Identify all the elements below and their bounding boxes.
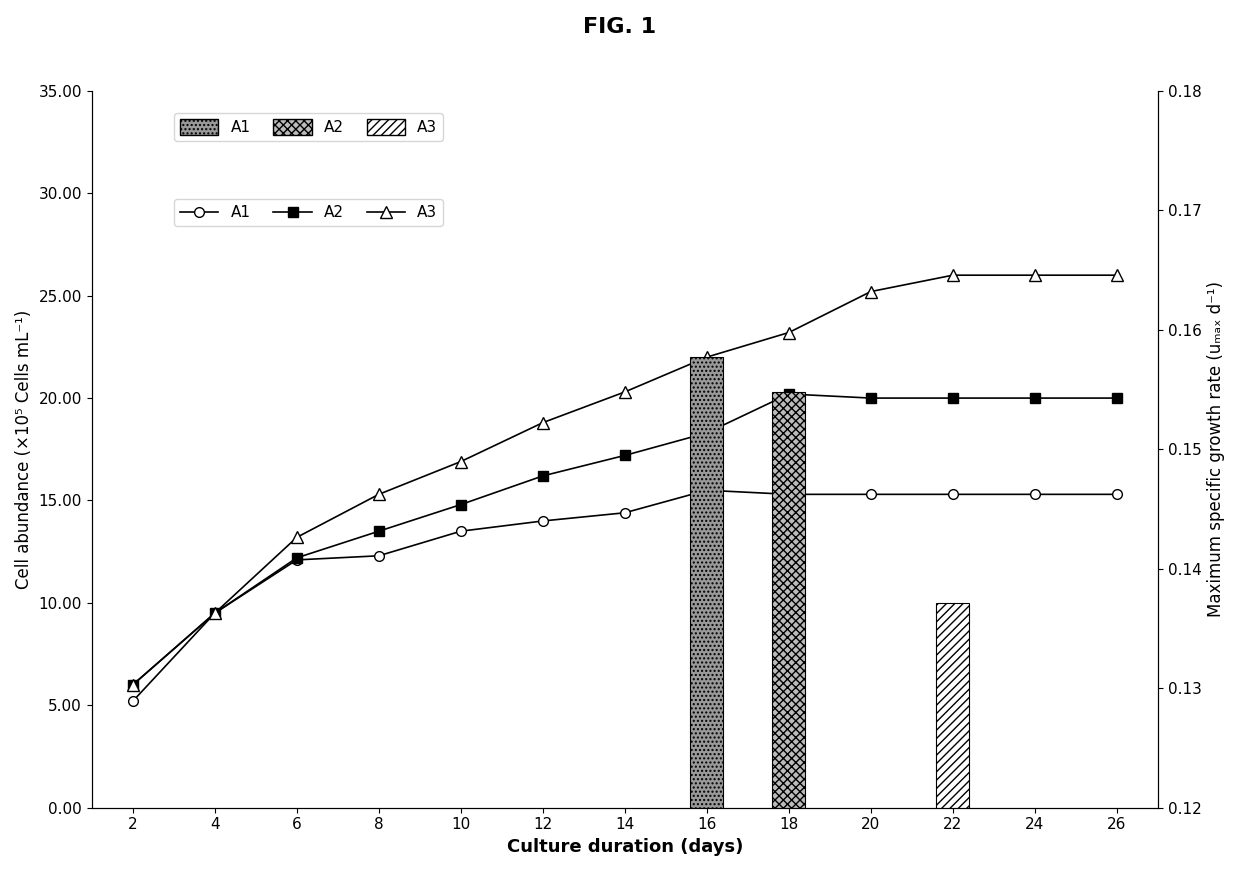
A1_line	[863, 490, 878, 500]
A3_line	[536, 417, 551, 428]
A3_line	[1110, 270, 1125, 280]
A1_line	[207, 608, 222, 618]
A1_line	[945, 490, 960, 500]
A3_line	[1028, 270, 1043, 280]
A2_line	[371, 526, 386, 537]
Bar	[773, 392, 805, 807]
Y-axis label: Maximum specific growth rate (uₘₐₓ d⁻¹): Maximum specific growth rate (uₘₐₓ d⁻¹)	[1207, 281, 1225, 618]
A2_line	[1110, 393, 1125, 403]
A3_line	[945, 270, 960, 280]
A3_line	[618, 387, 632, 397]
A2_line	[454, 499, 469, 510]
A3_line	[699, 352, 714, 362]
Bar	[691, 357, 723, 807]
A3_line	[125, 679, 140, 690]
Line: A1_line: A1_line	[128, 485, 1122, 706]
A1_line	[536, 516, 551, 526]
A2_line	[781, 388, 796, 399]
A3_line	[781, 327, 796, 338]
A1_line	[1110, 490, 1125, 500]
A2_line	[207, 608, 222, 618]
Legend: A1, A2, A3: A1, A2, A3	[174, 199, 444, 226]
A2_line	[699, 428, 714, 438]
A3_line	[863, 287, 878, 297]
A2_line	[536, 470, 551, 481]
A1_line	[371, 550, 386, 561]
A1_line	[454, 526, 469, 537]
A1_line	[1028, 490, 1043, 500]
A2_line	[289, 552, 304, 563]
A1_line	[781, 490, 796, 500]
A2_line	[618, 450, 632, 461]
X-axis label: Culture duration (days): Culture duration (days)	[507, 838, 743, 856]
Line: A2_line: A2_line	[128, 389, 1122, 690]
A1_line	[699, 485, 714, 496]
A1_line	[289, 555, 304, 565]
A3_line	[371, 490, 386, 500]
Line: A3_line: A3_line	[128, 270, 1122, 691]
A3_line	[207, 608, 222, 618]
A1_line	[618, 508, 632, 518]
A3_line	[454, 456, 469, 467]
A2_line	[125, 679, 140, 690]
A2_line	[945, 393, 960, 403]
Y-axis label: Cell abundance (×10⁵ Cells mL⁻¹): Cell abundance (×10⁵ Cells mL⁻¹)	[15, 310, 33, 589]
A2_line	[863, 393, 878, 403]
Text: FIG. 1: FIG. 1	[584, 17, 656, 37]
Bar	[936, 603, 970, 807]
A3_line	[289, 532, 304, 543]
A1_line	[125, 696, 140, 706]
A2_line	[1028, 393, 1043, 403]
